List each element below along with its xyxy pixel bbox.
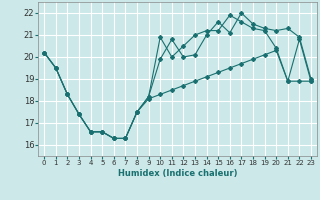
X-axis label: Humidex (Indice chaleur): Humidex (Indice chaleur) xyxy=(118,169,237,178)
